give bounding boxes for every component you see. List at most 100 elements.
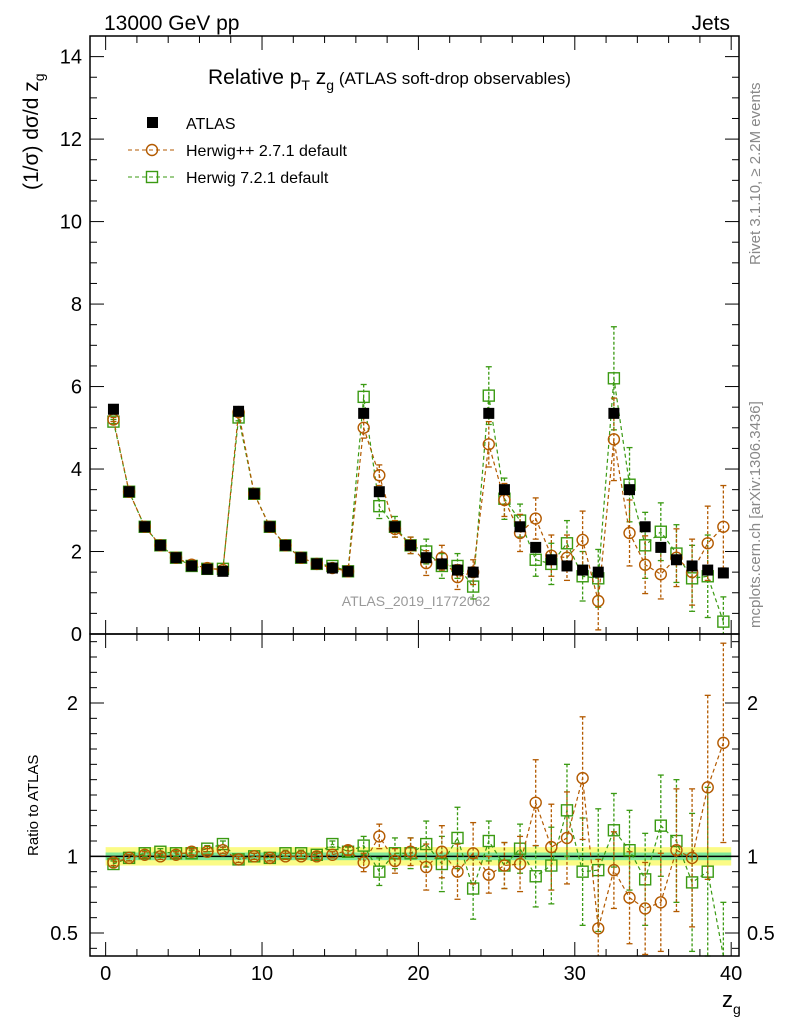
atlas-point bbox=[326, 562, 338, 574]
ratio-herwigpp-point bbox=[592, 922, 605, 935]
ratio-herwig7-point bbox=[607, 824, 621, 837]
ratio-herwigpp-point bbox=[357, 856, 370, 869]
atlas-point bbox=[389, 521, 401, 533]
ratio-herwigpp-point bbox=[482, 868, 495, 881]
ratio-herwigpp-point bbox=[248, 850, 261, 863]
ratio-herwigpp-point bbox=[420, 860, 433, 874]
ratio-herwigpp-point bbox=[466, 847, 480, 860]
ratio-herwigpp-point bbox=[545, 840, 558, 854]
ratio-herwig7-point bbox=[623, 844, 636, 857]
legend-herwigpp-marker bbox=[145, 143, 159, 157]
atlas-point bbox=[405, 539, 417, 551]
atlas-point bbox=[170, 552, 182, 564]
y-tick-label: 6 bbox=[71, 377, 82, 399]
legend-herwigpp-label: Herwig++ 2.7.1 default bbox=[186, 143, 348, 160]
herwigpp-point bbox=[717, 520, 730, 533]
header-right: Jets bbox=[691, 12, 730, 35]
ratio-herwigpp-point bbox=[341, 844, 355, 857]
ratio-herwigpp-point bbox=[685, 851, 699, 865]
herwigpp-point bbox=[623, 526, 636, 540]
atlas-point bbox=[436, 558, 448, 570]
ratio-herwigpp-point bbox=[560, 831, 574, 845]
ratio-herwigpp-point bbox=[138, 848, 151, 861]
atlas-point bbox=[201, 563, 213, 575]
atlas-point bbox=[561, 560, 573, 572]
herwig7-point bbox=[654, 525, 668, 538]
ratio-herwigpp-point bbox=[576, 771, 589, 785]
ratio-y-ticks: 0.5 0.51 12 20 10 20 30 40 bbox=[50, 634, 775, 985]
herwigpp-line bbox=[112, 412, 724, 602]
herwigpp-point bbox=[701, 537, 714, 550]
analysis-watermark: ATLAS_2019_I1772062 bbox=[342, 593, 491, 609]
ratio-herwig7-point bbox=[482, 834, 495, 848]
herwig7-point bbox=[529, 553, 542, 566]
ratio-herwigpp-point bbox=[154, 850, 167, 863]
y-tick-label: 0 bbox=[71, 624, 82, 646]
legend-herwig7-label: Herwig 7.2.1 default bbox=[186, 170, 329, 187]
legend-atlas-marker bbox=[147, 117, 158, 128]
herwig7-point bbox=[717, 615, 730, 628]
atlas-point bbox=[279, 539, 291, 551]
ratio-herwigpp-point bbox=[388, 854, 402, 868]
ratio-y-tick-label-right: 2 bbox=[747, 693, 758, 715]
ratio-herwigpp-point bbox=[638, 902, 652, 915]
atlas-point bbox=[545, 554, 557, 566]
atlas-point bbox=[217, 565, 229, 577]
x-tick-label: 10 bbox=[251, 963, 273, 985]
y-tick-label: 4 bbox=[71, 459, 82, 481]
atlas-point bbox=[467, 566, 479, 578]
ratio-herwigpp-point bbox=[373, 830, 386, 843]
herwigpp-point bbox=[576, 533, 589, 547]
ratio-herwigpp-point bbox=[529, 796, 542, 809]
ratio-herwigpp-point bbox=[607, 863, 621, 877]
ratio-y-axis-label: Ratio to ATLAS bbox=[25, 755, 42, 856]
ratio-herwigpp-point bbox=[670, 844, 683, 857]
atlas-point bbox=[608, 407, 620, 419]
atlas-point bbox=[311, 558, 323, 570]
atlas-point bbox=[577, 564, 589, 576]
x-tick-label: 20 bbox=[407, 963, 429, 985]
ratio-herwigpp-point bbox=[279, 850, 292, 863]
legend: ATLAS Herwig++ 2.7.1 default Herwig 7.2.… bbox=[128, 116, 348, 187]
atlas-point bbox=[686, 560, 698, 572]
main-panel: ATLAS_2019_I1772062 Relative pT zg (ATLA… bbox=[20, 35, 740, 646]
atlas-point bbox=[373, 486, 385, 498]
ratio-herwigpp-point bbox=[201, 845, 214, 858]
atlas-point bbox=[483, 407, 495, 419]
herwigpp-point bbox=[373, 469, 386, 482]
x-tick-label: 0 bbox=[100, 963, 111, 985]
ratio-herwigpp-point bbox=[654, 896, 668, 909]
rivet-version-label: Rivet 3.1.10, ≥ 2.2M events bbox=[747, 83, 764, 266]
herwig7-point bbox=[482, 389, 495, 402]
legend-atlas-label: ATLAS bbox=[186, 116, 236, 133]
ratio-panel: 0.5 0.51 12 20 10 20 30 40 Ratio to ATLAS zg bbox=[25, 633, 775, 1017]
atlas-point bbox=[639, 521, 651, 533]
ratio-herwigpp-point bbox=[310, 850, 323, 863]
main-y-ticks: 0 2 4 6 8 10 12 14 bbox=[60, 35, 739, 646]
ratio-herwigpp-point bbox=[169, 848, 183, 861]
mcplots-label: mcplots.cern.ch [arXiv:1306.3436] bbox=[747, 401, 764, 628]
ratio-herwig7-point bbox=[529, 870, 542, 883]
ratio-herwig7-line bbox=[113, 808, 724, 957]
herwigpp-point bbox=[357, 421, 370, 434]
y-tick-label: 12 bbox=[60, 129, 82, 151]
atlas-point bbox=[420, 552, 432, 564]
ratio-herwigpp-point bbox=[326, 848, 339, 861]
ratio-herwig7-point bbox=[154, 845, 167, 858]
atlas-point bbox=[592, 566, 604, 578]
ratio-y-tick-label-right: 1 bbox=[747, 846, 758, 868]
atlas-point bbox=[107, 403, 119, 415]
herwig7-point bbox=[357, 390, 370, 404]
ratio-herwigpp-point bbox=[451, 865, 464, 878]
x-axis-label: zg bbox=[722, 987, 741, 1017]
ratio-herwig7-point bbox=[357, 839, 370, 852]
ratio-herwigpp-point bbox=[717, 736, 730, 750]
ratio-herwig7-point bbox=[373, 865, 386, 878]
herwigpp-point bbox=[638, 558, 652, 571]
ratio-herwigpp-point bbox=[107, 856, 120, 869]
atlas-point bbox=[186, 560, 198, 572]
atlas-point bbox=[624, 484, 636, 496]
ratio-data-layer bbox=[107, 642, 730, 957]
y-tick-label: 2 bbox=[71, 542, 82, 564]
